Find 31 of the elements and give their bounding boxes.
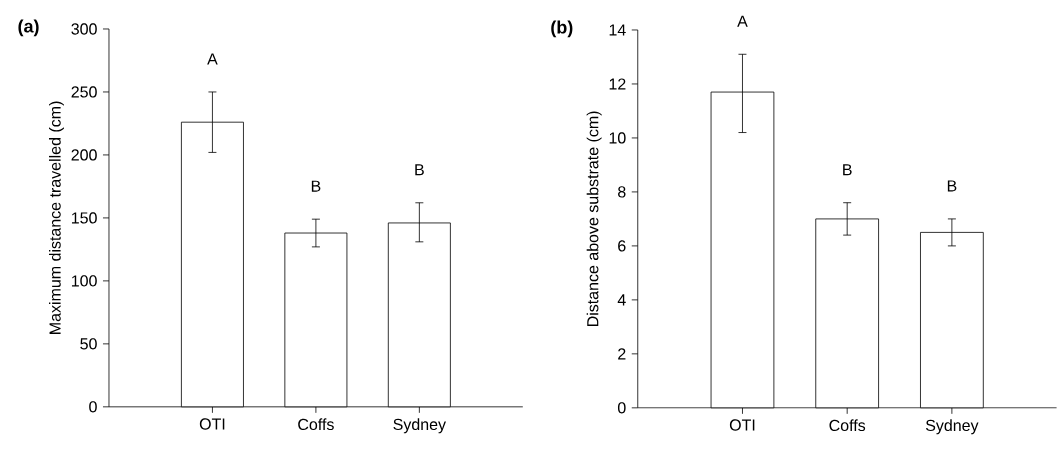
y-tick-label: 300: [71, 23, 97, 35]
y-tick-label: 250: [71, 86, 97, 98]
x-tick-label: Coffs: [298, 418, 334, 431]
x-tick-label: OTI: [729, 419, 755, 431]
y-axis-title: Distance above substrate (cm): [586, 111, 602, 327]
y-tick-label: 12: [609, 78, 626, 90]
x-tick-label: OTI: [199, 418, 225, 430]
y-tick-label: 50: [80, 338, 97, 350]
annotation: B: [415, 164, 424, 176]
y-tick-label: 2: [618, 348, 626, 360]
y-tick-label: 100: [71, 275, 97, 287]
y-tick-label: 0: [89, 401, 97, 413]
y-tick-label: 8: [618, 186, 626, 198]
y-tick-label: 4: [617, 294, 626, 306]
x-tick-label: Coffs: [829, 419, 866, 432]
x-tick-label: Sydney: [393, 418, 446, 434]
y-tick-label: 200: [71, 149, 97, 161]
chart-title: (b): [551, 20, 573, 38]
annotation: B: [947, 180, 957, 192]
annotation: A: [207, 53, 218, 65]
x-tick-label: Sydney: [925, 419, 979, 435]
y-tick-label: 0: [617, 402, 626, 414]
y-tick-label: 6: [618, 240, 626, 252]
y-tick-label: 150: [71, 212, 97, 224]
annotation: B: [843, 164, 852, 176]
y-tick-label: 10: [609, 132, 626, 144]
y-axis-title: Maximum distance travelled (cm): [49, 101, 64, 335]
chart-title: (a): [18, 19, 39, 37]
y-tick-label: 14: [609, 24, 626, 36]
text: A: [737, 15, 748, 27]
annotation: B: [311, 180, 321, 192]
